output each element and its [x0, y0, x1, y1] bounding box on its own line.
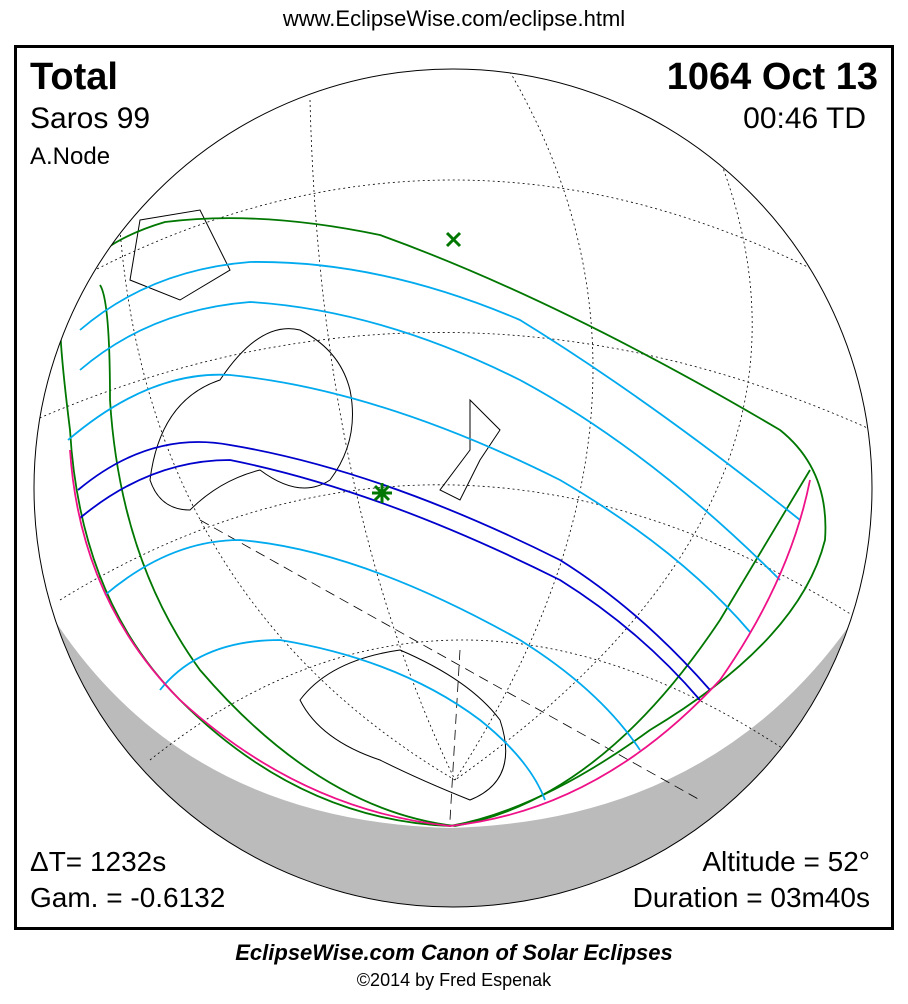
partial-magnitude-lines: [67, 261, 801, 801]
eclipse-time: 00:46 TD: [743, 102, 866, 135]
central-north: [77, 441, 711, 691]
map-frame: [14, 45, 894, 930]
canon-title: EclipseWise.com Canon of Solar Eclipses: [235, 940, 673, 965]
source-url: www.EclipseWise.com/eclipse.html: [282, 6, 626, 31]
coastlines: [129, 209, 507, 801]
sub-solar-marker: [445, 231, 462, 248]
saros-number: Saros 99: [30, 102, 151, 135]
altitude: Altitude = 52°: [702, 846, 870, 877]
night-shadow: [34, 560, 872, 907]
eclipse-date: 1064 Oct 13: [666, 56, 878, 98]
central-south: [79, 459, 701, 701]
rise-set-curve: [69, 449, 811, 827]
delta-t: ΔT= 1232s: [30, 846, 167, 877]
penumbra-limit: [59, 217, 827, 827]
graticule: [34, 71, 872, 781]
duration: Duration = 03m40s: [632, 882, 870, 913]
copyright: ©2014 by Fred Espenak: [356, 970, 552, 990]
gamma: Gam. = -0.6132: [30, 882, 226, 913]
greatest-eclipse-marker: [372, 483, 392, 503]
node: A.Node: [30, 143, 111, 170]
eclipse-type: Total: [30, 56, 118, 98]
